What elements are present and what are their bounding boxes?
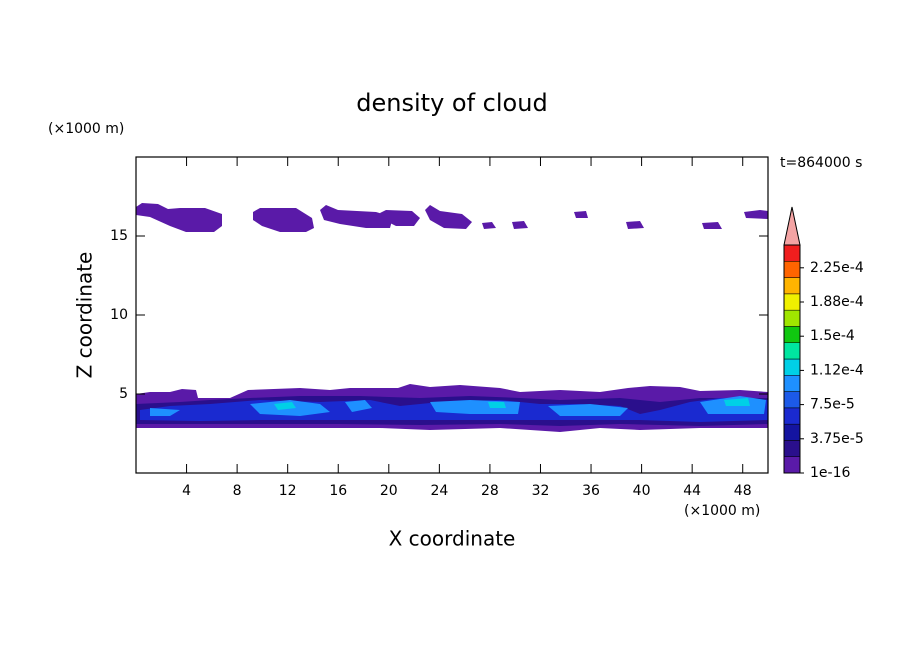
colorbar-tick-label: 1.12e-4 — [810, 362, 864, 378]
x-tick-label: 32 — [532, 483, 550, 499]
colorbar-band — [783, 391, 801, 409]
x-tick-label: 40 — [633, 483, 651, 499]
colorbar-tick-label: 1e-16 — [810, 465, 850, 481]
x-tick-label: 24 — [430, 483, 448, 499]
colorbar-band — [783, 342, 801, 360]
x-tick-label: 12 — [279, 483, 297, 499]
x-tick-label: 4 — [182, 483, 191, 499]
lower-cloud-peak — [274, 398, 750, 410]
y-tick-label: 5 — [119, 386, 128, 402]
colorbar-frame — [783, 244, 801, 474]
x-tick-label: 44 — [683, 483, 701, 499]
chart-title: density of cloud — [356, 89, 547, 117]
x-tick-label: 20 — [380, 483, 398, 499]
y-unit: (×1000 m) — [48, 121, 124, 137]
colorbar-band — [783, 375, 801, 392]
x-tick-label: 48 — [734, 483, 752, 499]
y-tick-label: 10 — [110, 307, 128, 323]
y-tick-label: 15 — [110, 228, 128, 244]
colorbar-tick-label: 7.5e-5 — [810, 397, 855, 413]
colorbar-band — [783, 261, 801, 278]
time-label: t=864000 s — [780, 155, 862, 171]
colorbar-band — [783, 244, 801, 262]
colorbar-tick-label: 1.5e-4 — [810, 328, 855, 344]
colorbar-tick-label: 1.88e-4 — [810, 294, 864, 310]
x-tick-label: 16 — [329, 483, 347, 499]
colorbar-tick-label: 3.75e-5 — [810, 431, 864, 447]
x-axis-label: X coordinate — [389, 527, 516, 551]
x-tick-label: 28 — [481, 483, 499, 499]
y-axis-label: Z coordinate — [73, 252, 97, 379]
colorbar-band — [783, 440, 801, 457]
upper-cloud — [136, 203, 768, 232]
x-unit: (×1000 m) — [684, 503, 760, 519]
colorbar-band — [783, 326, 801, 343]
cloud-field — [136, 203, 768, 432]
colorbar-band — [783, 407, 801, 425]
x-tick-label: 36 — [582, 483, 600, 499]
lower-cloud-core — [150, 396, 766, 416]
colorbar-band — [783, 309, 801, 327]
colorbar-band — [783, 293, 801, 311]
x-tick-label: 8 — [233, 483, 242, 499]
colorbar-band — [783, 456, 801, 474]
colorbar-band — [783, 358, 801, 376]
colorbar-band — [783, 423, 801, 441]
colorbar-tick-label: 2.25e-4 — [810, 260, 864, 276]
colorbar-band — [783, 277, 801, 295]
